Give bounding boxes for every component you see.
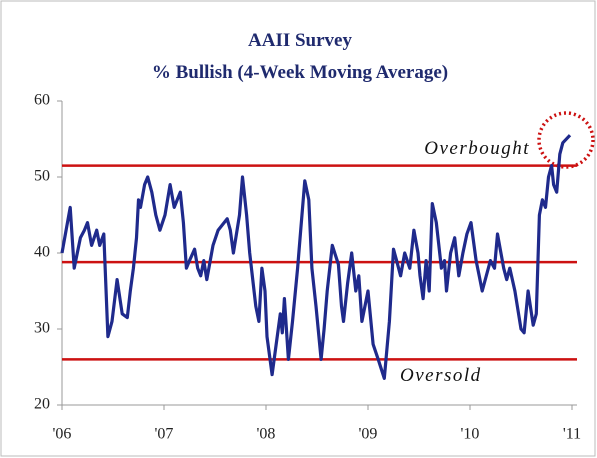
highlight-circle — [537, 111, 595, 169]
x-tick-label: '11 — [563, 426, 581, 443]
chart-subtitle: % Bullish (4-Week Moving Average) — [152, 62, 448, 83]
y-tick-label: 40 — [34, 244, 50, 261]
x-tick-label: '06 — [53, 426, 72, 443]
x-tick-label: '10 — [461, 426, 480, 443]
y-tick-label: 50 — [34, 168, 50, 185]
y-tick-label: 30 — [34, 320, 50, 337]
x-tick-label: '07 — [155, 426, 174, 443]
x-tick-label: '08 — [257, 426, 276, 443]
chart-title: AAII Survey — [248, 30, 352, 51]
y-tick-label: 20 — [34, 396, 50, 413]
x-tick-label: '09 — [359, 426, 378, 443]
y-tick-label: 60 — [34, 92, 50, 109]
data-line — [60, 134, 572, 380]
annotation: Oversold — [400, 365, 482, 386]
annotation: Overbought — [424, 138, 530, 159]
